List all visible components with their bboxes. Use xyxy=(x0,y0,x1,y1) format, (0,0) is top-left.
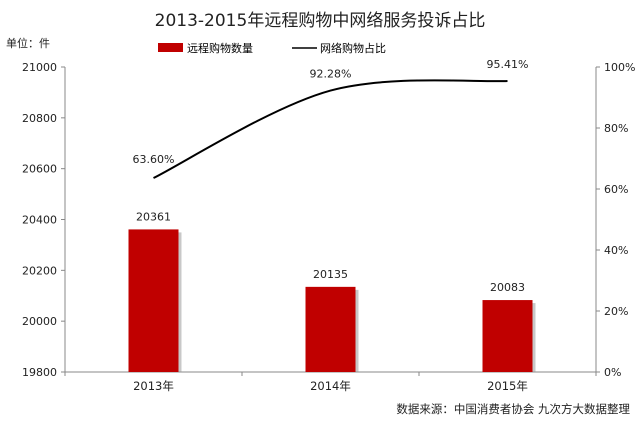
left-tick-label: 20000 xyxy=(22,315,57,328)
right-tick-label: 20% xyxy=(604,305,628,318)
x-tick-label: 2014年 xyxy=(310,379,351,393)
line-series: 63.60% 92.28% 95.41% xyxy=(133,58,529,179)
right-tick-label: 100% xyxy=(604,61,635,74)
left-tick-label: 20200 xyxy=(22,264,57,277)
line-path xyxy=(153,79,508,179)
bar xyxy=(128,229,179,372)
right-tick-label: 80% xyxy=(604,122,628,135)
right-tick-label: 60% xyxy=(604,183,628,196)
bar-value-label: 20083 xyxy=(490,281,525,294)
legend-line-label: 网络购物占比 xyxy=(320,41,386,55)
right-tick-label: 40% xyxy=(604,244,628,257)
x-tick-label: 2013年 xyxy=(133,379,174,393)
line-value-label: 95.41% xyxy=(487,58,529,71)
left-tick-label: 20800 xyxy=(22,112,57,125)
left-tick-label: 20600 xyxy=(22,163,57,176)
left-tick-label: 21000 xyxy=(22,61,57,74)
source-note: 数据来源：中国消费者协会 九次方大数据整理 xyxy=(396,402,630,416)
left-axis: 19800 20000 20200 20400 20600 20800 21000 xyxy=(22,61,66,379)
line-value-label: 92.28% xyxy=(310,68,352,81)
bar-series: 20361 20135 20083 xyxy=(128,210,536,372)
bar xyxy=(305,286,356,372)
unit-label: 单位：件 xyxy=(6,36,50,50)
legend-bar-label: 远程购物数量 xyxy=(187,41,253,55)
chart-title: 2013-2015年远程购物中网络服务投诉占比 xyxy=(155,11,486,31)
right-tick-label: 0% xyxy=(604,366,621,379)
bar-value-label: 20135 xyxy=(313,268,348,281)
right-axis: 0% 20% 40% 60% 80% 100% xyxy=(595,61,635,379)
left-tick-label: 20400 xyxy=(22,214,57,227)
legend: 远程购物数量 网络购物占比 xyxy=(158,41,386,55)
line-value-label: 63.60% xyxy=(133,153,175,166)
x-axis: 2013年 2014年 2015年 xyxy=(64,371,597,393)
bar xyxy=(482,300,533,372)
bar-value-label: 20361 xyxy=(136,210,171,223)
x-tick-label: 2015年 xyxy=(487,379,528,393)
legend-bar-swatch xyxy=(158,43,183,52)
left-tick-label: 19800 xyxy=(22,366,57,379)
